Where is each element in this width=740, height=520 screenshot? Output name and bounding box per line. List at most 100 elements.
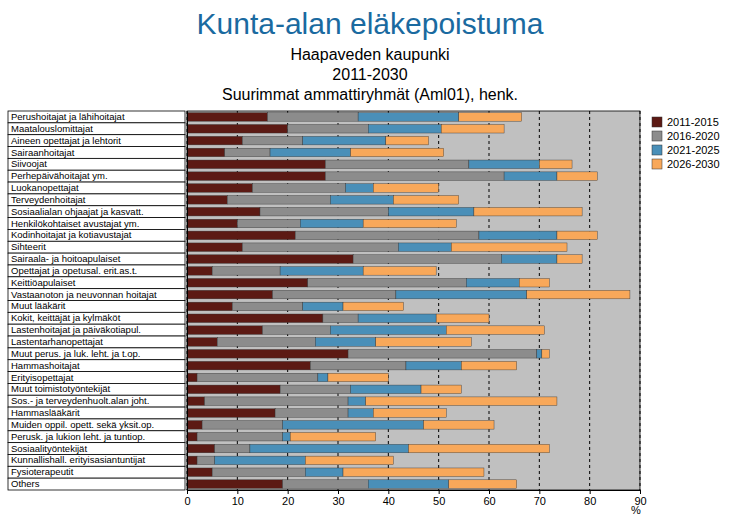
bar	[323, 314, 358, 323]
bar	[187, 278, 308, 287]
x-tick-mark	[539, 490, 540, 494]
category-cell	[8, 443, 185, 455]
bar	[187, 243, 242, 252]
bar	[519, 278, 549, 287]
bar	[539, 160, 572, 169]
x-tick: 80	[584, 490, 596, 507]
legend-label: 2026-2030	[667, 158, 720, 170]
bar	[273, 290, 396, 299]
legend-swatch	[652, 131, 662, 141]
bar	[187, 148, 225, 157]
y-tick: Erityisopettajat	[11, 372, 187, 383]
bar	[187, 361, 310, 370]
y-tick: Perhepäivähoitajat ym.	[11, 170, 187, 181]
bar	[205, 397, 348, 406]
bar	[330, 196, 393, 205]
y-tick: Terveydenhoitajat	[11, 194, 187, 205]
y-tick-label: Others	[11, 478, 40, 489]
y-axis: Perushoitajat ja lähihoitajatMaatalouslo…	[11, 111, 188, 491]
bar	[358, 314, 436, 323]
x-tick-mark	[640, 490, 641, 494]
series	[187, 113, 353, 489]
y-tick-label: Keittiöapulaiset	[11, 277, 76, 288]
bar	[217, 338, 315, 347]
x-tick-mark	[187, 490, 188, 494]
bar	[283, 421, 424, 430]
bar	[187, 125, 288, 134]
bar	[187, 302, 232, 311]
bar	[197, 373, 318, 382]
y-tick: Sos.- ja terveydenhuolt.alan joht.	[11, 395, 187, 406]
category-cell	[8, 194, 185, 206]
bar	[275, 409, 348, 418]
bar	[212, 267, 280, 276]
bar	[358, 113, 459, 122]
y-tick: Others	[11, 478, 187, 489]
bar	[305, 456, 393, 465]
bar	[288, 125, 369, 134]
x-tick: 50	[433, 490, 445, 507]
y-tick: Fysioterapeutit	[11, 466, 187, 477]
bar	[408, 444, 549, 453]
x-tick-mark	[338, 490, 339, 494]
legend: 2011-20152016-20202021-20252026-2030	[652, 116, 720, 170]
bar	[187, 196, 227, 205]
category-cell	[8, 241, 185, 253]
y-tick: Maatalouslomittajat	[11, 123, 187, 134]
bar	[212, 468, 305, 477]
y-tick: Kodinhoitajat ja kotiavustajat	[11, 229, 187, 240]
y-tick: Sairaanhoitajat	[11, 146, 187, 157]
y-tick-label: Sosiaalityöntekijät	[11, 443, 87, 454]
legend-label: 2011-2015	[667, 116, 719, 128]
bar	[557, 255, 582, 264]
x-tick-label: 10	[232, 495, 244, 507]
category-cell	[8, 312, 185, 324]
category-cell	[8, 277, 185, 289]
bar	[449, 480, 517, 489]
y-tick-label: Perushoitajat ja lähihoitajat	[11, 111, 125, 122]
x-tick-label: 80	[584, 495, 596, 507]
bar	[187, 326, 263, 335]
x-tick-label: 0	[184, 495, 190, 507]
y-tick-label: Opettajat ja opetusal. erit.as.t.	[11, 265, 137, 276]
legend-item: 2021-2025	[652, 144, 720, 156]
bar	[396, 290, 527, 299]
bar	[461, 361, 516, 370]
bar	[187, 397, 205, 406]
y-tick-label: Siivoojat	[11, 158, 47, 169]
y-tick: Sihteerit	[11, 241, 187, 252]
x-tick-label: 50	[433, 495, 445, 507]
y-tick: Muut perus. ja luk. leht. ja t.op.	[11, 348, 187, 359]
bar	[295, 231, 479, 240]
category-cell	[8, 360, 185, 372]
y-tick-label: Sairaala- ja hoitoapulaiset	[11, 253, 121, 264]
y-tick: Henkilökohtaiset avustajat ym.	[11, 218, 187, 229]
y-tick-label: Terveydenhoitajat	[11, 194, 86, 205]
bar	[373, 184, 438, 193]
bar	[187, 219, 237, 228]
bar	[348, 397, 366, 406]
y-tick: Perushoitajat ja lähihoitajat	[11, 111, 187, 122]
y-tick: Sosiaalialan ohjaajat ja kasvatt.	[11, 206, 187, 217]
bar	[348, 409, 373, 418]
y-tick-label: Sosiaalialan ohjaajat ja kasvatt.	[11, 206, 144, 217]
bar	[252, 184, 345, 193]
y-tick-label: Aineen opettajat ja lehtorit	[11, 135, 121, 146]
category-cell	[8, 289, 185, 301]
bar	[348, 350, 537, 359]
bar	[270, 148, 351, 157]
bar	[424, 421, 494, 430]
bar	[263, 326, 331, 335]
bar	[232, 302, 302, 311]
title: Kunta-alan eläkepoistuma	[197, 7, 544, 40]
x-tick-mark	[288, 490, 289, 494]
bar	[398, 243, 451, 252]
x-tick-mark	[388, 490, 389, 494]
x-tick-label: 30	[332, 495, 344, 507]
y-tick: Sairaala- ja hoitoapulaiset	[11, 253, 187, 264]
y-tick: Opettajat ja opetusal. erit.as.t.	[11, 265, 187, 276]
bar	[406, 361, 461, 370]
y-tick: Keittiöapulaiset	[11, 277, 187, 288]
bar	[187, 160, 325, 169]
bar	[363, 267, 436, 276]
